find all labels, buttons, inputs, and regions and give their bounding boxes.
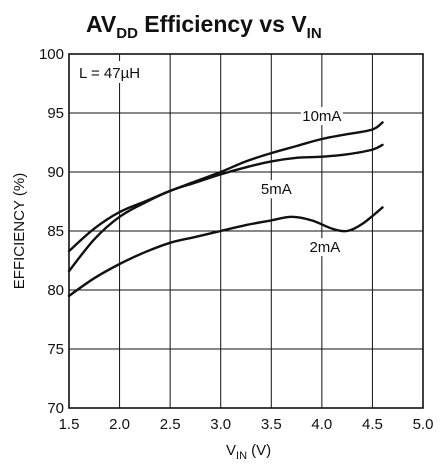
x-tick-label: 2.5 <box>160 416 181 433</box>
inductance-note: L = 47µH <box>79 65 140 82</box>
series-line-5mA <box>67 143 384 273</box>
plot-frame <box>68 53 424 409</box>
x-axis-label-unit: (V) <box>247 442 271 459</box>
chart-title-in: IN <box>307 25 322 42</box>
y-tick-label: 75 <box>47 341 64 358</box>
y-axis-label: EFFICIENCY (%) <box>11 173 28 289</box>
chart-title: AVDD Efficiency vs VIN <box>86 11 322 42</box>
series-label-5mA: 5mA <box>261 181 292 198</box>
series-labels: 10mA 5mA 2mA <box>259 107 343 257</box>
x-tick-labels: 1.5 2.0 2.5 3.0 3.5 4.0 4.5 5.0 <box>59 416 434 433</box>
y-tick-label: 85 <box>47 223 64 240</box>
y-tick-label: 70 <box>47 400 64 417</box>
series-label-bg <box>308 238 342 257</box>
series-label-bg <box>300 107 343 126</box>
y-tick-label: 90 <box>47 164 64 181</box>
chart-title-dd: DD <box>116 25 138 42</box>
x-tick-label: 4.0 <box>311 416 332 433</box>
x-axis-label-v: V <box>226 442 236 459</box>
x-tick-label: 4.5 <box>362 416 383 433</box>
chart-title-av: AV <box>86 11 117 37</box>
series-line-2mA <box>67 206 384 298</box>
x-axis-label-in: IN <box>236 450 247 462</box>
x-tick-label: 3.5 <box>261 416 282 433</box>
series-lines <box>67 121 384 298</box>
note-group: L = 47µH <box>76 61 168 83</box>
chart-title-middle: Efficiency vs V <box>138 11 307 37</box>
x-tick-label: 3.0 <box>210 416 231 433</box>
x-tick-label: 5.0 <box>413 416 434 433</box>
series-line-10mA <box>67 121 384 253</box>
series-label-2mA: 2mA <box>309 239 340 256</box>
y-tick-label: 80 <box>47 282 64 299</box>
y-tick-label: 100 <box>39 46 64 63</box>
x-tick-label: 2.0 <box>109 416 130 433</box>
y-tick-labels: 70 75 80 85 90 95 100 <box>39 46 64 417</box>
x-tick-label: 1.5 <box>59 416 80 433</box>
series-label-bg <box>259 180 293 199</box>
grid <box>69 54 423 408</box>
note-background <box>76 61 168 83</box>
x-axis-label: VIN (V) <box>226 442 271 462</box>
y-tick-label: 95 <box>47 105 64 122</box>
series-label-10mA: 10mA <box>302 108 341 125</box>
